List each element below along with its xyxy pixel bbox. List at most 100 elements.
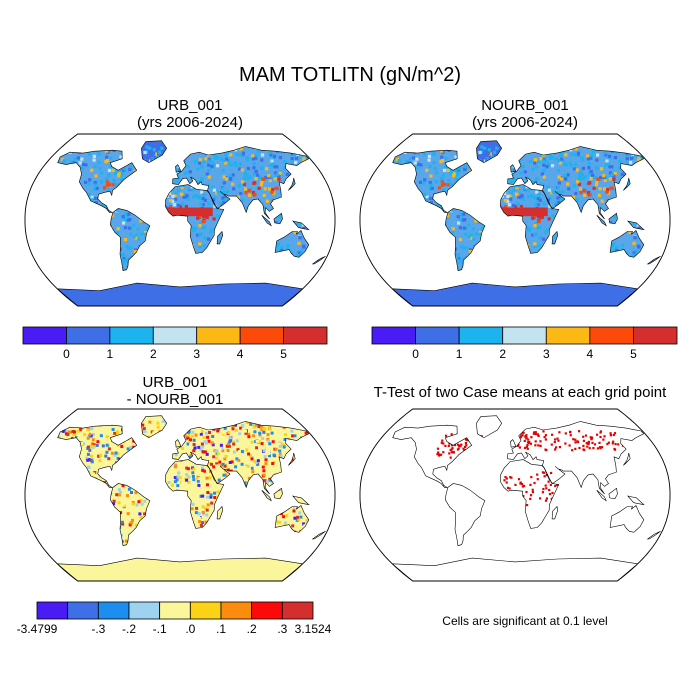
coastline-newGuinea: [291, 220, 310, 231]
land-africa: [165, 184, 224, 254]
coastline-africa: [500, 459, 560, 529]
colorbar-tick-label: -.1: [152, 622, 167, 636]
colorbar-tick-label: 0: [63, 347, 70, 361]
land-northAmerica: [392, 150, 472, 213]
colorbar-swatch: [415, 326, 460, 345]
coastline-australia: [274, 505, 310, 533]
land-antarctica: [392, 283, 638, 306]
colorbar-nourb: [371, 326, 678, 345]
coastline-southAmerica: [109, 208, 151, 271]
coastline-madagascar: [551, 505, 559, 520]
colorbar-swatch: [97, 601, 130, 620]
land-antarctica: [392, 558, 638, 581]
land-eurasia: [172, 146, 309, 219]
colorbar-swatch: [67, 601, 99, 620]
colorbar-swatch: [502, 326, 547, 345]
colorbar-swatch: [239, 326, 284, 345]
colorbar-swatch: [109, 326, 154, 345]
land-madagascar: [552, 506, 558, 519]
land-sumatra: [596, 490, 607, 501]
panel-title-ttest-line1: T-Test of two Case means at each grid po…: [373, 384, 667, 401]
coastline-sumatra: [596, 489, 607, 502]
colorbar-swatch: [36, 601, 69, 620]
map-panel-diff: [24, 408, 336, 582]
colorbar-tick-label: 3: [193, 347, 201, 361]
land-nz: [312, 531, 326, 539]
land-greenland: [141, 415, 167, 438]
coastline-borneo: [608, 212, 618, 225]
land-borneo: [608, 488, 618, 499]
colorbar-swatch: [251, 601, 283, 620]
coastline-japan: [288, 177, 296, 191]
panel-title-nourb-line1: NOURB_001: [481, 97, 569, 114]
colorbar-swatch: [589, 326, 634, 345]
coastline-antarctica: [56, 282, 304, 306]
coastline-japan: [623, 177, 631, 191]
land-northAmerica: [392, 425, 472, 488]
map-frame: [24, 133, 336, 307]
colorbar-urb-labels: 0 1 2 3 4 5: [23, 347, 327, 363]
colorbar-tick-label: .2: [246, 622, 257, 636]
colorbar-tick-label: 4: [236, 347, 244, 361]
land-africa: [500, 184, 559, 254]
colorbar-swatch: [22, 326, 67, 345]
colorbar-tick-label: 3: [542, 347, 550, 361]
coastline-britain: [175, 164, 182, 173]
coastline-eurasia: [507, 146, 645, 220]
map-panel-ttest: [359, 408, 671, 582]
land-eurasia: [507, 421, 644, 494]
colorbar-diff-labels: -3.4799 -.3 -.2 -.1 .0 .1 .2 .3 3.1524: [17, 622, 332, 638]
colorbar-tick-label: 2: [149, 347, 157, 361]
coastline-borneo: [273, 487, 283, 500]
coastline-greenland: [476, 415, 503, 439]
colorbar-nourb-labels: 0 1 2 3 4 5: [372, 347, 677, 363]
land-greenland: [476, 415, 502, 438]
coastline-australia: [609, 230, 645, 258]
africa-high-band: [164, 207, 213, 217]
panel-title-urb-line1: URB_001: [157, 97, 223, 114]
panel-title-diff: URB_001 - NOURB_001: [45, 374, 305, 408]
colorbar-swatch: [220, 601, 253, 620]
land-britain: [175, 439, 181, 448]
coastline-nz: [646, 256, 661, 265]
panel-title-urb-line2: (yrs 2006-2024): [137, 114, 243, 131]
coastline-southAmerica: [444, 208, 486, 271]
figure-title: MAM TOTLITN (gN/m^2): [239, 64, 461, 86]
land-borneo: [273, 488, 283, 499]
land-antarctica: [57, 558, 303, 581]
coastline-japan: [288, 452, 296, 466]
land-eurasia: [507, 146, 644, 219]
colorbar-tick-label: 4: [586, 347, 594, 361]
coastline-nz: [646, 531, 661, 540]
land-newGuinea: [292, 496, 309, 505]
colorbar-swatch: [66, 326, 111, 345]
coastline-southAmerica: [444, 483, 486, 546]
colorbar-swatch: [458, 326, 504, 345]
colorbar-tick-label: .1: [215, 622, 227, 636]
africa-high-band: [499, 207, 548, 217]
coastline-southAmerica: [109, 483, 151, 546]
coastline-greenland: [141, 140, 168, 164]
coastline-borneo: [273, 212, 283, 225]
coastline-madagascar: [216, 505, 224, 520]
land-northAmerica: [57, 150, 137, 213]
colorbar-swatch: [196, 326, 241, 345]
panel-title-ttest: T-Test of two Case means at each grid po…: [350, 384, 690, 401]
coastline-borneo: [608, 487, 618, 500]
coastline-britain: [510, 439, 517, 448]
map-frame: [359, 408, 671, 582]
colorbar-swatch: [281, 601, 314, 620]
coastline-newGuinea: [626, 220, 645, 231]
colorbar-swatch: [371, 326, 416, 345]
coastline-africa: [165, 459, 225, 529]
coastline-antarctica: [391, 557, 639, 581]
coastline-antarctica: [56, 557, 304, 581]
land-madagascar: [217, 506, 223, 519]
land-nz: [647, 531, 661, 539]
coastline-britain: [510, 164, 517, 173]
colorbar-swatch: [152, 326, 198, 345]
colorbar-urb: [22, 326, 328, 345]
colorbar-swatch: [159, 601, 191, 620]
map-panel-urb: [24, 133, 336, 307]
map-frame: [359, 133, 671, 307]
